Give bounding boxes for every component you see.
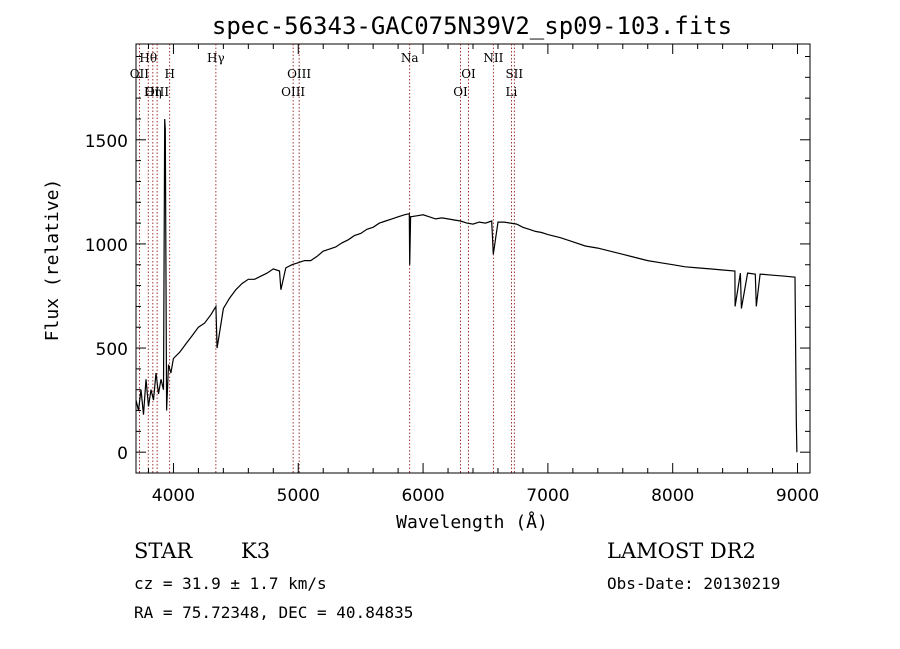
x-tick-label: 5000 (277, 486, 320, 506)
line-marker-label: OI (461, 67, 476, 81)
line-marker-label: Na (401, 51, 419, 65)
line-marker-label: OIII (145, 85, 169, 99)
line-marker-label: OI (453, 85, 468, 99)
spectrum-line (135, 118, 798, 453)
line-marker-label: SII (505, 67, 523, 81)
line-marker-label: Hγ (207, 51, 225, 65)
y-tick-label: 1500 (85, 132, 128, 152)
x-tick-label: 7000 (526, 486, 569, 506)
redshift-readout: cz = 31.9 ± 1.7 km/s (134, 574, 327, 593)
x-tick-label: 4000 (152, 486, 195, 506)
y-axis-label: Flux (relative) (42, 179, 63, 342)
line-marker-label: Hθ (139, 51, 157, 65)
coordinates-readout: RA = 75.72348, DEC = 40.84835 (134, 603, 414, 622)
survey-name: LAMOST DR2 (607, 539, 756, 563)
x-tick-label: 9000 (776, 486, 819, 506)
x-tick-label: 6000 (401, 486, 444, 506)
plot-frame (135, 43, 811, 474)
object-subclass: K3 (241, 539, 271, 563)
line-marker-label: H (164, 67, 174, 81)
y-tick-label: 1000 (85, 236, 128, 256)
chart-title: spec-56343-GAC075N39V2_sp09-103.fits (212, 12, 732, 40)
y-tick-label: 0 (117, 444, 128, 464)
y-tick-label: 500 (96, 340, 128, 360)
x-axis-label: Wavelength (Å) (396, 511, 548, 533)
line-marker-label: Li (506, 85, 518, 99)
line-marker-label: OIII (281, 85, 305, 99)
obs-date: Obs-Date: 20130219 (607, 574, 781, 593)
line-marker-label: Hη (144, 85, 162, 99)
x-tick-label: 8000 (651, 486, 694, 506)
line-marker-label: NII (483, 51, 503, 65)
line-marker-label: OII (130, 67, 150, 81)
line-marker-label: OIII (287, 67, 311, 81)
object-class: STAR (134, 539, 193, 563)
